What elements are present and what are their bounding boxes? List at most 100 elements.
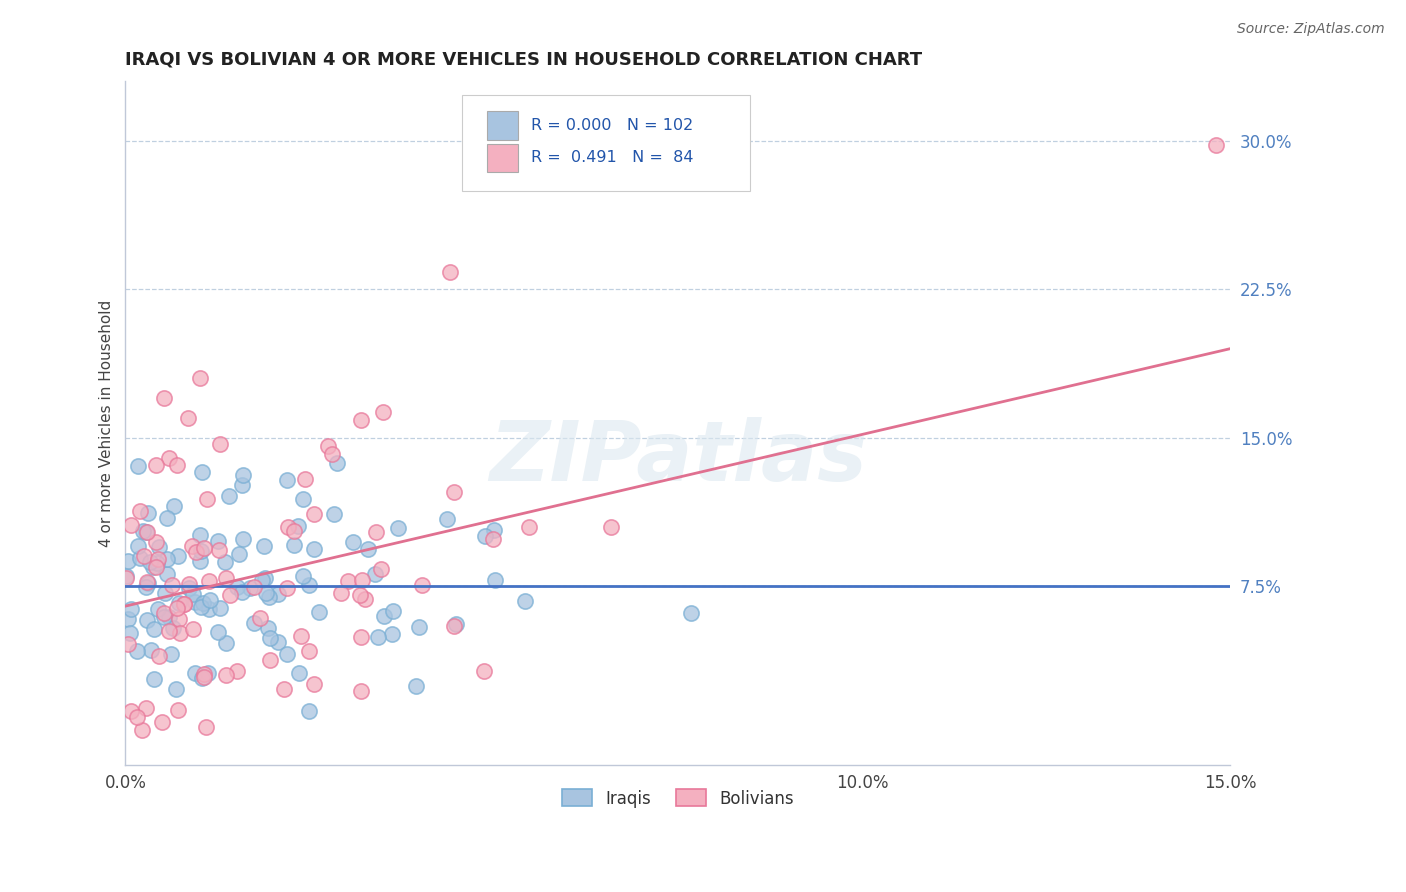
Point — [125, 710, 148, 724]
Point — [298, 577, 321, 591]
Point — [132, 524, 155, 539]
Point — [139, 643, 162, 657]
Point — [165, 681, 187, 696]
Point — [163, 500, 186, 514]
Point — [162, 578, 184, 592]
Point — [342, 535, 364, 549]
Text: R =  0.491   N =  84: R = 0.491 N = 84 — [531, 151, 693, 165]
Point — [436, 511, 458, 525]
Point — [138, 555, 160, 569]
Point — [134, 549, 156, 563]
Point — [381, 604, 404, 618]
Point — [387, 521, 409, 535]
Point — [482, 532, 505, 546]
Point — [218, 489, 240, 503]
Point — [188, 527, 211, 541]
Point — [190, 465, 212, 479]
Point — [193, 667, 215, 681]
Point — [184, 594, 207, 608]
Point — [181, 539, 204, 553]
Point — [157, 624, 180, 638]
Point — [153, 610, 176, 624]
Point — [283, 784, 305, 798]
Point — [370, 562, 392, 576]
Point — [337, 574, 360, 588]
Point — [209, 437, 232, 451]
Point — [474, 529, 496, 543]
FancyBboxPatch shape — [486, 144, 517, 172]
Point — [135, 575, 157, 590]
Point — [191, 671, 214, 685]
Text: Source: ZipAtlas.com: Source: ZipAtlas.com — [1237, 22, 1385, 37]
Point — [679, 606, 702, 620]
Point — [186, 544, 208, 558]
Point — [292, 569, 315, 583]
Point — [298, 644, 321, 658]
Point — [290, 629, 312, 643]
Point — [129, 551, 152, 566]
Point — [156, 551, 179, 566]
Point — [381, 627, 404, 641]
Point — [167, 596, 190, 610]
Point — [148, 648, 170, 663]
Point — [125, 644, 148, 658]
Point — [173, 597, 195, 611]
Point — [162, 621, 184, 635]
Point — [276, 581, 298, 595]
Point — [128, 504, 150, 518]
Point — [194, 720, 217, 734]
Point — [472, 664, 495, 678]
Point — [253, 540, 276, 554]
Point — [127, 539, 149, 553]
Point — [135, 524, 157, 539]
Point — [231, 478, 253, 492]
Point — [214, 555, 236, 569]
Point — [277, 519, 299, 533]
Point — [443, 619, 465, 633]
Point — [120, 601, 142, 615]
Point — [443, 484, 465, 499]
Point — [302, 677, 325, 691]
Point — [166, 549, 188, 563]
Point — [188, 554, 211, 568]
Point — [236, 824, 259, 838]
Point — [166, 601, 188, 615]
Point — [142, 673, 165, 687]
Point — [115, 569, 138, 583]
Text: IRAQI VS BOLIVIAN 4 OR MORE VEHICLES IN HOUSEHOLD CORRELATION CHART: IRAQI VS BOLIVIAN 4 OR MORE VEHICLES IN … — [125, 51, 922, 69]
Point — [159, 647, 181, 661]
Point — [156, 566, 179, 581]
Point — [190, 599, 212, 614]
Point — [231, 585, 253, 599]
Legend: Iraqis, Bolivians: Iraqis, Bolivians — [555, 783, 800, 814]
Point — [135, 580, 157, 594]
Point — [259, 590, 281, 604]
Point — [167, 612, 190, 626]
Point — [515, 594, 537, 608]
Point — [283, 524, 305, 539]
Point — [350, 630, 373, 644]
Point — [294, 472, 316, 486]
Point — [283, 538, 305, 552]
Point — [329, 586, 352, 600]
Point — [136, 613, 159, 627]
Point — [184, 666, 207, 681]
Point — [117, 554, 139, 568]
Point — [146, 552, 169, 566]
Point — [215, 571, 238, 585]
Point — [225, 580, 247, 594]
Point — [439, 264, 461, 278]
Point — [354, 592, 377, 607]
Point — [298, 704, 321, 718]
Point — [169, 626, 191, 640]
Point — [214, 668, 236, 682]
Point — [484, 523, 506, 537]
Point — [166, 458, 188, 472]
Point — [254, 571, 277, 585]
Point — [153, 585, 176, 599]
Point — [267, 634, 290, 648]
Point — [157, 610, 180, 624]
Point — [249, 611, 271, 625]
Point — [308, 606, 330, 620]
Point — [114, 570, 136, 584]
